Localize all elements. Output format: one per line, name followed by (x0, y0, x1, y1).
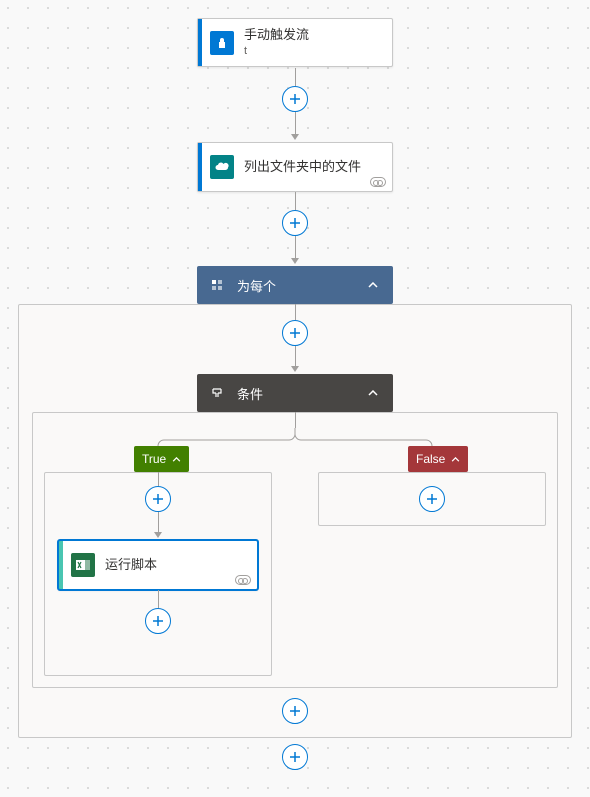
collapse-button[interactable] (363, 383, 383, 403)
link-icon (370, 177, 386, 187)
onedrive-icon (210, 155, 234, 179)
connector (295, 112, 296, 134)
list-files-card[interactable]: 列出文件夹中的文件 (197, 142, 393, 192)
connector (295, 304, 296, 320)
collapse-button[interactable] (172, 457, 181, 462)
connector (158, 590, 159, 608)
run-script-title: 运行脚本 (105, 549, 257, 582)
condition-icon (207, 383, 227, 403)
connector-arrow (291, 366, 299, 372)
collapse-button[interactable] (363, 275, 383, 295)
add-step-button[interactable] (145, 608, 171, 634)
excel-icon (71, 553, 95, 577)
link-icon (235, 575, 251, 585)
condition-header[interactable]: 条件 (197, 374, 393, 412)
card-accent (198, 19, 202, 66)
foreach-icon (207, 275, 227, 295)
add-step-button[interactable] (282, 320, 308, 346)
connector (295, 412, 296, 428)
add-step-button[interactable] (145, 486, 171, 512)
connector-arrow (291, 258, 299, 264)
add-step-button[interactable] (282, 210, 308, 236)
connector (295, 68, 296, 86)
connector (158, 512, 159, 532)
fork-connector (42, 428, 548, 458)
card-accent (59, 541, 63, 589)
run-script-card[interactable]: 运行脚本 (58, 540, 258, 590)
foreach-header[interactable]: 为每个 (197, 266, 393, 304)
card-accent (198, 143, 202, 191)
true-branch-label[interactable]: True (134, 446, 189, 472)
false-branch-label[interactable]: False (408, 446, 468, 472)
connector (295, 192, 296, 210)
false-label-text: False (416, 452, 445, 466)
manual-trigger-icon (210, 31, 234, 55)
trigger-card[interactable]: 手动触发流 t (197, 18, 393, 67)
foreach-title: 为每个 (237, 276, 363, 295)
connector-arrow (154, 532, 162, 538)
add-step-button[interactable] (282, 86, 308, 112)
connector (158, 472, 159, 486)
connector-arrow (291, 134, 299, 140)
add-step-button[interactable] (282, 698, 308, 724)
collapse-button[interactable] (451, 457, 460, 462)
add-step-button[interactable] (282, 744, 308, 770)
condition-title: 条件 (237, 384, 363, 403)
add-step-button[interactable] (419, 486, 445, 512)
trigger-title: 手动触发流 t (244, 19, 392, 66)
connector (295, 346, 296, 366)
true-label-text: True (142, 452, 166, 466)
connector (295, 236, 296, 258)
